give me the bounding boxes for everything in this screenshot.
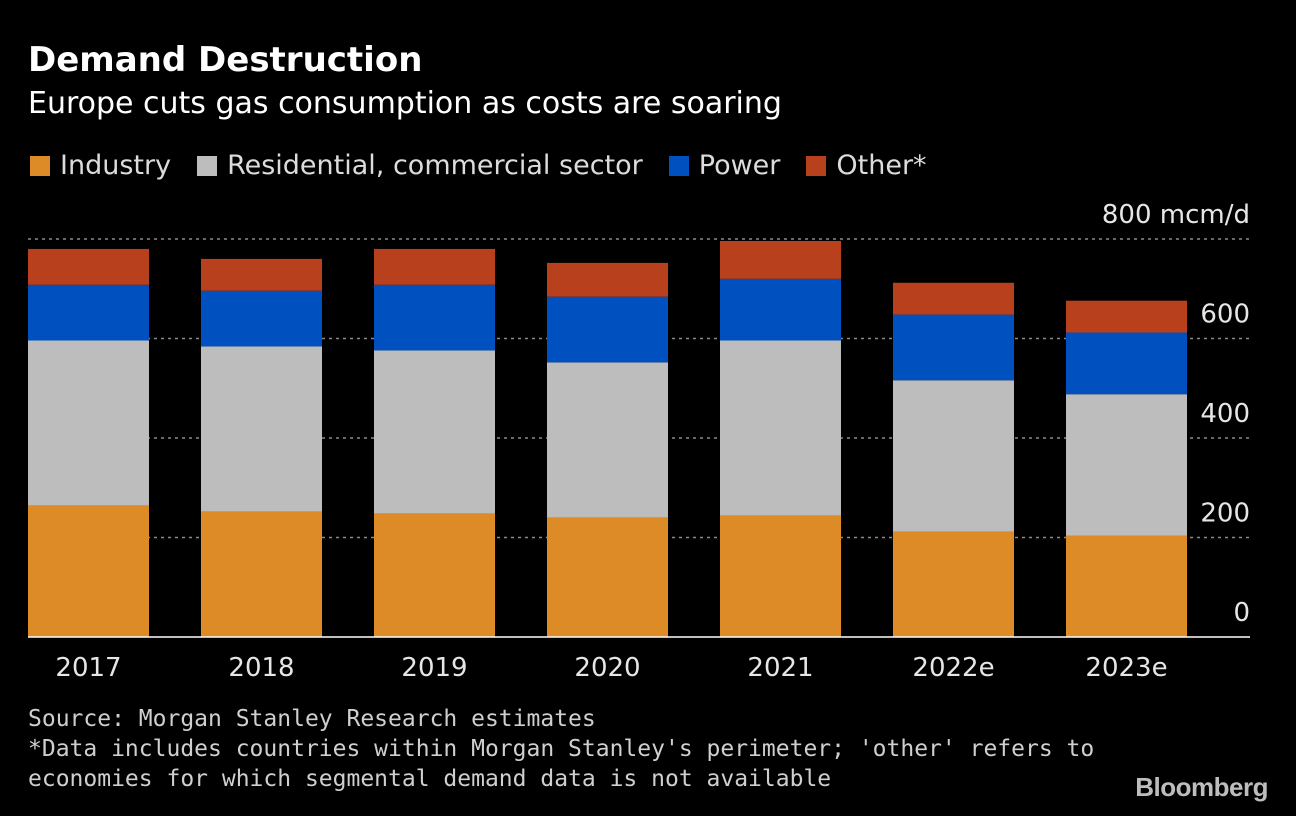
bar-2023e-industry [1066,535,1187,637]
bar-2023e-residential-commercial-sector [1066,394,1187,536]
legend-label-industry: Industry [60,150,172,181]
legend-swatch-industry [30,155,50,176]
bar-2021-industry [720,515,841,637]
footnotes: Source: Morgan Stanley Research estimate… [28,704,1094,794]
y-tick-label-800: 800 mcm/d [1102,200,1250,230]
bar-2019-other [374,248,495,285]
bar-2019-industry [374,513,495,637]
bar-2018-power [201,290,322,347]
y-tick-label-400: 400 [1200,399,1250,429]
legend-item-residential: Residential, commercial sector [197,150,643,181]
bar-2020-residential-commercial-sector [547,362,668,518]
x-tick-label-2022e: 2022e [912,653,994,683]
bar-2020-power [547,296,668,363]
legend-item-power: Power [668,150,781,181]
legend-item-other: Other* [806,150,927,181]
bar-2023e-other [1066,300,1187,333]
y-tick-label-600: 600 [1200,300,1250,330]
bar-2017-residential-commercial-sector [28,340,149,506]
bar-2019-power [374,284,495,351]
bar-2023e-power [1066,332,1187,395]
legend-swatch-residential [197,155,218,176]
bloomberg-logo: Bloomberg [1135,772,1268,802]
chart-title: Demand Destruction [28,40,423,80]
legend-swatch-other [806,155,827,176]
legend-swatch-power [668,155,689,176]
bar-2017-power [28,284,149,341]
legend-label-residential: Residential, commercial sector [227,150,643,181]
x-tick-label-2018: 2018 [228,653,294,683]
bar-2020-other [547,262,668,297]
x-tick-label-2023e: 2023e [1085,653,1167,683]
bar-2017-industry [28,505,149,637]
bar-2018-other [201,258,322,291]
x-tick-label-2019: 2019 [401,653,467,683]
bar-2021-other [720,240,841,279]
y-tick-label-0: 0 [1233,598,1250,628]
x-tick-label-2017: 2017 [55,653,121,683]
bar-2022e-residential-commercial-sector [893,380,1014,532]
legend-label-other: Other* [836,150,927,181]
legend-label-power: Power [698,150,781,181]
x-tick-label-2021: 2021 [747,653,813,683]
bar-2022e-power [893,314,1014,381]
legend: Industry Residential, commercial sector … [30,150,953,181]
footnote-line-2: economies for which segmental demand dat… [28,766,832,792]
footnote-line-1: *Data includes countries within Morgan S… [28,736,1095,762]
bar-2019-residential-commercial-sector [374,350,495,514]
bar-2017-other [28,248,149,285]
bar-2018-residential-commercial-sector [201,346,322,512]
bar-2020-industry [547,517,668,637]
bar-2022e-other [893,282,1014,315]
bar-2021-power [720,278,841,341]
bar-2022e-industry [893,531,1014,637]
chart-subtitle: Europe cuts gas consumption as costs are… [28,86,782,121]
y-tick-label-200: 200 [1200,499,1250,529]
source-note: Source: Morgan Stanley Research estimate… [28,706,596,732]
x-tick-label-2020: 2020 [574,653,640,683]
bar-2018-industry [201,511,322,637]
bar-2021-residential-commercial-sector [720,340,841,516]
legend-item-industry: Industry [30,150,171,181]
